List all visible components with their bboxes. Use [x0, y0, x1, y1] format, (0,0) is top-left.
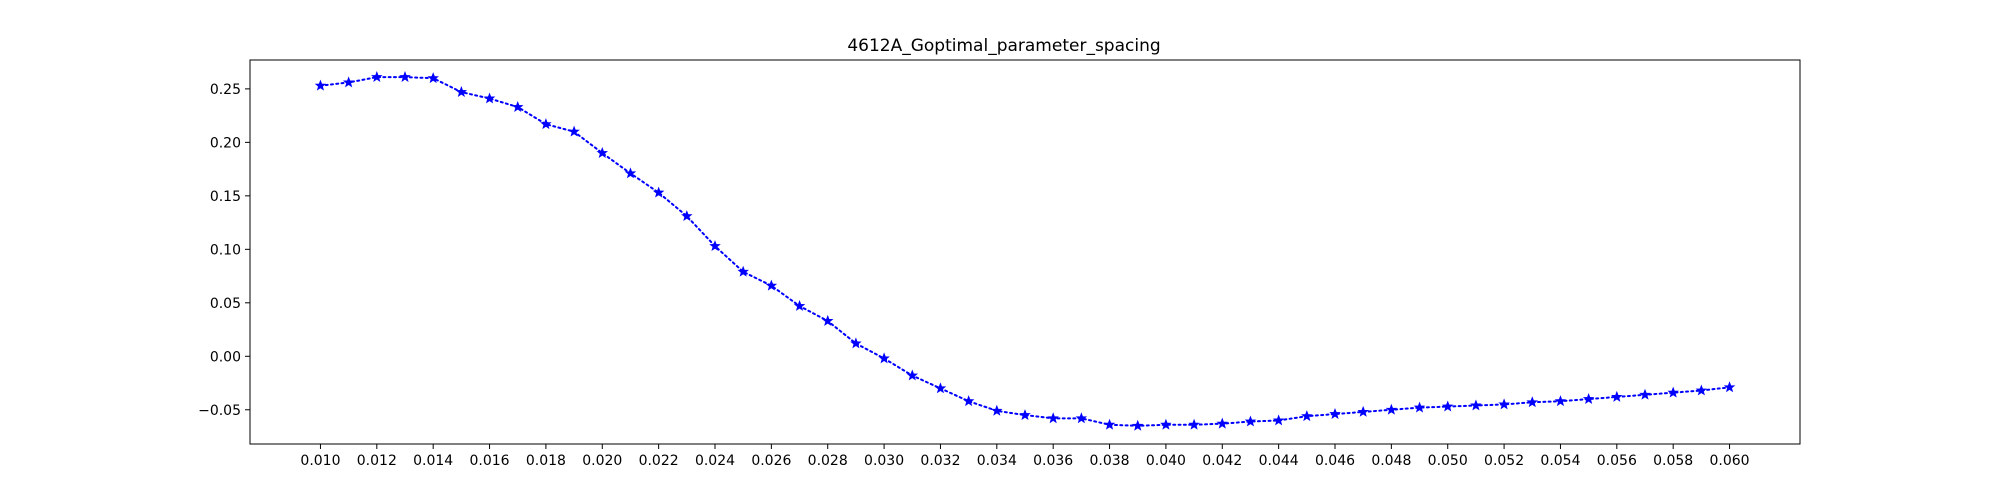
x-tick-label: 0.050	[1428, 453, 1468, 469]
data-point	[1526, 396, 1539, 408]
x-tick-label: 0.042	[1202, 453, 1242, 469]
data-point	[1413, 401, 1426, 413]
x-tick-label: 0.024	[695, 453, 735, 469]
x-tick-label: 0.060	[1709, 453, 1749, 469]
data-point	[1103, 418, 1116, 430]
data-point	[1329, 407, 1341, 419]
data-point	[399, 71, 411, 83]
data-point	[1244, 415, 1257, 427]
y-tick-label: 0.20	[210, 135, 241, 151]
data-point	[1498, 398, 1510, 410]
data-point	[652, 186, 665, 198]
data-point	[1160, 418, 1172, 430]
data-point	[624, 167, 637, 179]
axis-ticks: 0.010 0.012 0.014 0.016 0.018 0.020 0.022 0.024…	[198, 82, 1749, 469]
y-tick-label: 0.00	[210, 349, 241, 365]
x-tick-label: 0.016	[469, 453, 509, 469]
x-tick-label: 0.044	[1259, 453, 1299, 469]
x-tick-label: 0.020	[582, 453, 622, 469]
data-point	[1188, 418, 1200, 430]
x-tick-label: 0.022	[639, 453, 679, 469]
data-point	[455, 86, 468, 97]
x-tick-label: 0.026	[751, 453, 791, 469]
x-tick-label: 0.014	[413, 453, 453, 469]
data-point	[1131, 419, 1144, 431]
data-point	[850, 337, 862, 349]
x-tick-label: 0.012	[357, 453, 397, 469]
data-point	[737, 265, 749, 277]
data-point	[709, 240, 721, 252]
x-tick-label: 0.052	[1484, 453, 1524, 469]
data-point	[1385, 403, 1398, 415]
x-tick-label: 0.010	[300, 453, 340, 469]
data-point	[1611, 390, 1623, 402]
data-point	[962, 395, 975, 407]
data-point	[1301, 410, 1313, 422]
data-point	[1723, 381, 1736, 393]
data-point	[1047, 412, 1059, 424]
data-point	[1019, 409, 1031, 421]
x-tick-label: 0.028	[808, 453, 848, 469]
data-point	[991, 404, 1003, 416]
data-point	[681, 210, 693, 222]
data-point	[1075, 412, 1088, 424]
data-point	[906, 369, 919, 381]
data-point	[1582, 393, 1595, 404]
y-tick-label: −0.05	[198, 403, 241, 419]
y-tick-label: 0.25	[210, 82, 241, 98]
x-tick-label: 0.030	[864, 453, 904, 469]
data-point	[821, 314, 834, 326]
x-tick-label: 0.058	[1653, 453, 1693, 469]
x-tick-label: 0.054	[1540, 453, 1580, 469]
y-tick-label: 0.10	[210, 242, 241, 258]
data-point	[342, 76, 355, 88]
data-point	[314, 79, 327, 91]
data-point	[1272, 414, 1285, 426]
x-tick-label: 0.046	[1315, 453, 1355, 469]
data-point	[540, 118, 552, 130]
x-tick-label: 0.018	[526, 453, 566, 469]
axes-frame	[249, 59, 1801, 445]
chart-title: 4612A_Goptimal_parameter_spacing	[847, 36, 1160, 56]
data-point	[1470, 399, 1482, 411]
x-tick-label: 0.056	[1597, 453, 1637, 469]
data-point	[1216, 417, 1229, 429]
data-point	[793, 299, 806, 311]
data-point	[1357, 405, 1369, 417]
x-tick-label: 0.034	[977, 453, 1017, 469]
x-tick-label: 0.036	[1033, 453, 1073, 469]
data-point	[511, 101, 524, 112]
data-point	[568, 125, 580, 137]
data-point	[427, 72, 439, 84]
plot-area	[314, 71, 1736, 431]
data-point	[1695, 384, 1708, 396]
x-tick-label: 0.032	[920, 453, 960, 469]
y-tick-label: 0.05	[210, 296, 241, 312]
x-tick-label: 0.040	[1146, 453, 1186, 469]
data-point	[596, 147, 609, 158]
data-point	[483, 92, 496, 104]
data-point	[1554, 395, 1567, 407]
x-tick-label: 0.038	[1089, 453, 1129, 469]
data-point	[371, 71, 383, 83]
y-tick-label: 0.15	[210, 189, 241, 205]
data-point	[1441, 400, 1454, 412]
x-tick-label: 0.048	[1371, 453, 1411, 469]
data-point	[878, 352, 890, 364]
data-point	[934, 382, 947, 394]
data-point	[1639, 388, 1651, 400]
data-point	[1667, 386, 1679, 398]
data-point	[765, 279, 778, 291]
